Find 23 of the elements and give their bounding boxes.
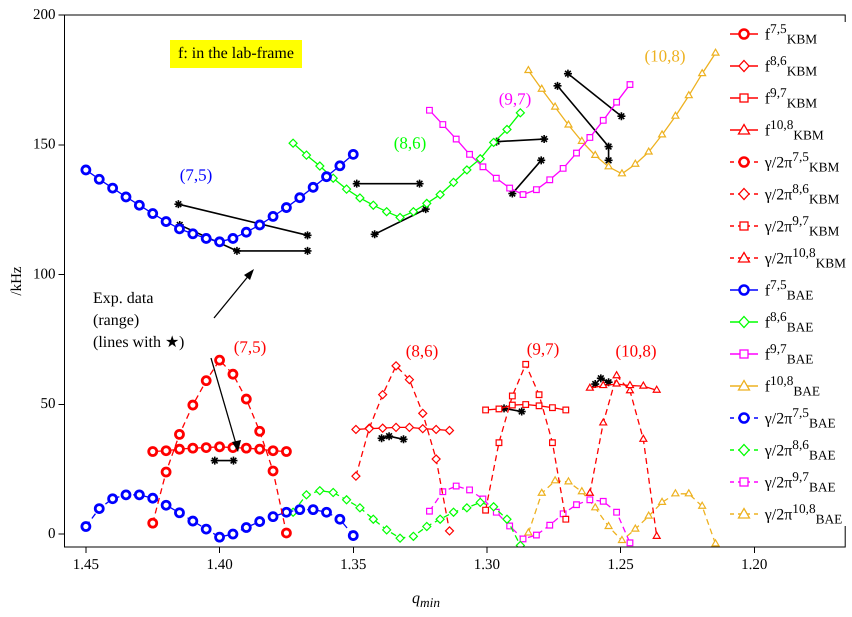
x-tick-label: 1.35 <box>340 556 366 573</box>
annotation: (9,7) <box>498 89 532 108</box>
y-axis-title: /kHz <box>8 266 25 296</box>
x-tick-label: 1.45 <box>72 556 100 573</box>
y-tick-label: 50 <box>40 396 56 412</box>
y-tick-label: 150 <box>33 136 56 153</box>
annotation: (7,5) <box>180 165 212 184</box>
annotation: (10,8) <box>644 46 686 66</box>
x-axis-title: q$_{min}$ <box>412 590 440 610</box>
annotation: (8,6) <box>406 341 438 360</box>
annotation: (10,8) <box>615 341 657 360</box>
x-tick-label: 1.40 <box>206 556 233 573</box>
x-tick-label: 1.20 <box>741 556 768 573</box>
x-tick-label: 1.30 <box>474 556 500 573</box>
x-tick-label: 1.25 <box>607 556 634 573</box>
y-tick-label: 200 <box>33 6 56 23</box>
annotation: f: in the lab-frame <box>170 40 302 68</box>
annotation: (7,5) <box>234 337 266 356</box>
annotation: (9,7) <box>526 339 560 358</box>
annotation: (8,6) <box>394 133 426 152</box>
annotation: Exp. data (range) (lines with ★) <box>93 289 184 353</box>
y-tick-label: 100 <box>33 266 56 282</box>
y-tick-label: 0 <box>48 526 56 542</box>
